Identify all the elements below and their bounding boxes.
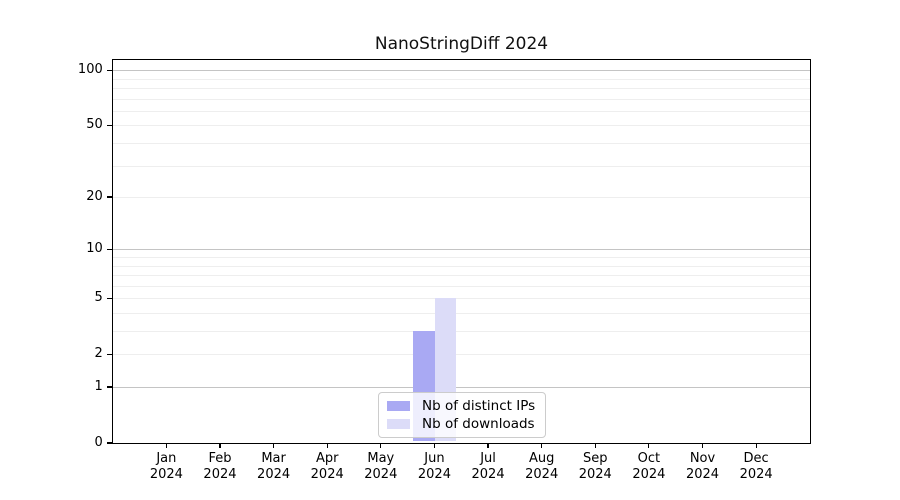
x-axis-tick-label: Feb 2024 (193, 451, 247, 483)
y-axis-tick (106, 248, 112, 250)
gridline-layer (113, 60, 810, 443)
y-axis-tick-label: 0 (94, 435, 103, 450)
x-axis-tick (380, 443, 382, 448)
month-label: Dec (743, 451, 769, 466)
y-axis-tick (106, 353, 112, 355)
x-axis-tick-label: Aug 2024 (515, 451, 569, 483)
y-axis-tick-label: 10 (86, 241, 103, 257)
minor-gridline (113, 98, 810, 100)
minor-gridline (113, 110, 810, 112)
x-axis-tick-label: Apr 2024 (300, 451, 354, 483)
year-label: 2024 (632, 467, 666, 482)
y-axis-tick (106, 196, 112, 198)
x-axis-tick (165, 443, 167, 448)
bar-layer (113, 60, 810, 443)
y-axis-tick (106, 297, 112, 299)
x-axis-tick (219, 443, 221, 448)
x-axis-tick-label: Dec 2024 (729, 451, 783, 483)
minor-gridline (113, 78, 810, 80)
month-label: Aug (528, 451, 555, 466)
legend: Nb of distinct IPs Nb of downloads (378, 392, 546, 438)
minor-gridline (113, 125, 810, 127)
legend-item: Nb of distinct IPs (387, 397, 537, 415)
y-axis-tick-label: 20 (86, 189, 103, 205)
x-axis-tick-label: May 2024 (354, 451, 408, 483)
month-label: Feb (208, 451, 232, 466)
x-axis-tick (433, 443, 436, 448)
legend-label: Nb of downloads (422, 416, 535, 432)
minor-gridline (113, 143, 810, 145)
y-axis-tick-label: 1 (94, 379, 103, 394)
x-axis-tick-label: Nov 2024 (676, 451, 730, 483)
x-axis-tick (487, 443, 489, 448)
month-label: Apr (315, 451, 339, 466)
major-gridline (113, 387, 810, 388)
y-axis-tick (106, 69, 112, 71)
x-axis-tick (541, 443, 543, 448)
minor-gridline (113, 275, 810, 277)
year-label: 2024 (578, 467, 612, 482)
major-gridline (113, 249, 810, 251)
y-axis-tick-label: 5 (94, 290, 103, 306)
minor-gridline (113, 197, 810, 199)
minor-gridline (113, 265, 810, 267)
y-axis-tick (106, 442, 112, 444)
year-label: 2024 (471, 467, 505, 482)
x-axis-tick-label: Jan 2024 (139, 451, 193, 483)
y-axis-tick-label: 2 (94, 346, 103, 362)
year-label: 2024 (364, 467, 398, 482)
month-label: Jul (480, 451, 496, 466)
y-axis-tick (106, 124, 112, 126)
year-label: 2024 (257, 467, 291, 482)
year-label: 2024 (203, 467, 237, 482)
legend-label: Nb of distinct IPs (422, 398, 536, 414)
minor-gridline (113, 88, 810, 90)
x-axis-tick (272, 443, 275, 448)
year-label: 2024 (525, 467, 559, 482)
major-gridline (113, 70, 810, 72)
y-axis-tick-label: 100 (77, 62, 103, 78)
y-axis-tick-label: 50 (86, 117, 103, 133)
x-axis-tick-label: Mar 2024 (247, 451, 301, 483)
x-axis-tick (755, 443, 757, 448)
year-label: 2024 (149, 467, 183, 482)
minor-gridline (113, 165, 810, 167)
minor-gridline (113, 298, 810, 300)
minor-gridline (113, 285, 810, 287)
minor-gridline (113, 354, 810, 356)
y-axis-tick (106, 386, 112, 388)
minor-gridline (113, 257, 810, 258)
minor-gridline (113, 312, 810, 314)
legend-swatch (387, 419, 410, 429)
month-label: Jan (156, 451, 177, 466)
x-axis-tick (701, 443, 704, 448)
year-label: 2024 (739, 467, 773, 482)
x-axis-tick-label: Sep 2024 (568, 451, 622, 483)
year-label: 2024 (310, 467, 344, 482)
year-label: 2024 (417, 467, 451, 482)
x-axis-tick-label: Jun 2024 (407, 451, 461, 483)
x-axis-tick (648, 443, 650, 448)
month-label: Sep (583, 451, 608, 466)
x-axis-tick-label: Oct 2024 (622, 451, 676, 483)
month-label: Oct (637, 451, 661, 466)
month-label: Nov (689, 451, 716, 466)
minor-gridline (113, 331, 810, 333)
plot-area (112, 59, 811, 444)
year-label: 2024 (685, 467, 720, 482)
chart-title: NanoStringDiff 2024 (374, 34, 549, 54)
month-label: Mar (261, 451, 286, 466)
legend-swatch (387, 401, 410, 411)
x-axis-tick (326, 443, 328, 448)
month-label: Jun (424, 451, 445, 466)
x-axis-tick (594, 443, 596, 448)
legend-item: Nb of downloads (387, 415, 537, 433)
month-label: May (367, 451, 395, 466)
x-axis-tick-label: Jul 2024 (461, 451, 515, 483)
